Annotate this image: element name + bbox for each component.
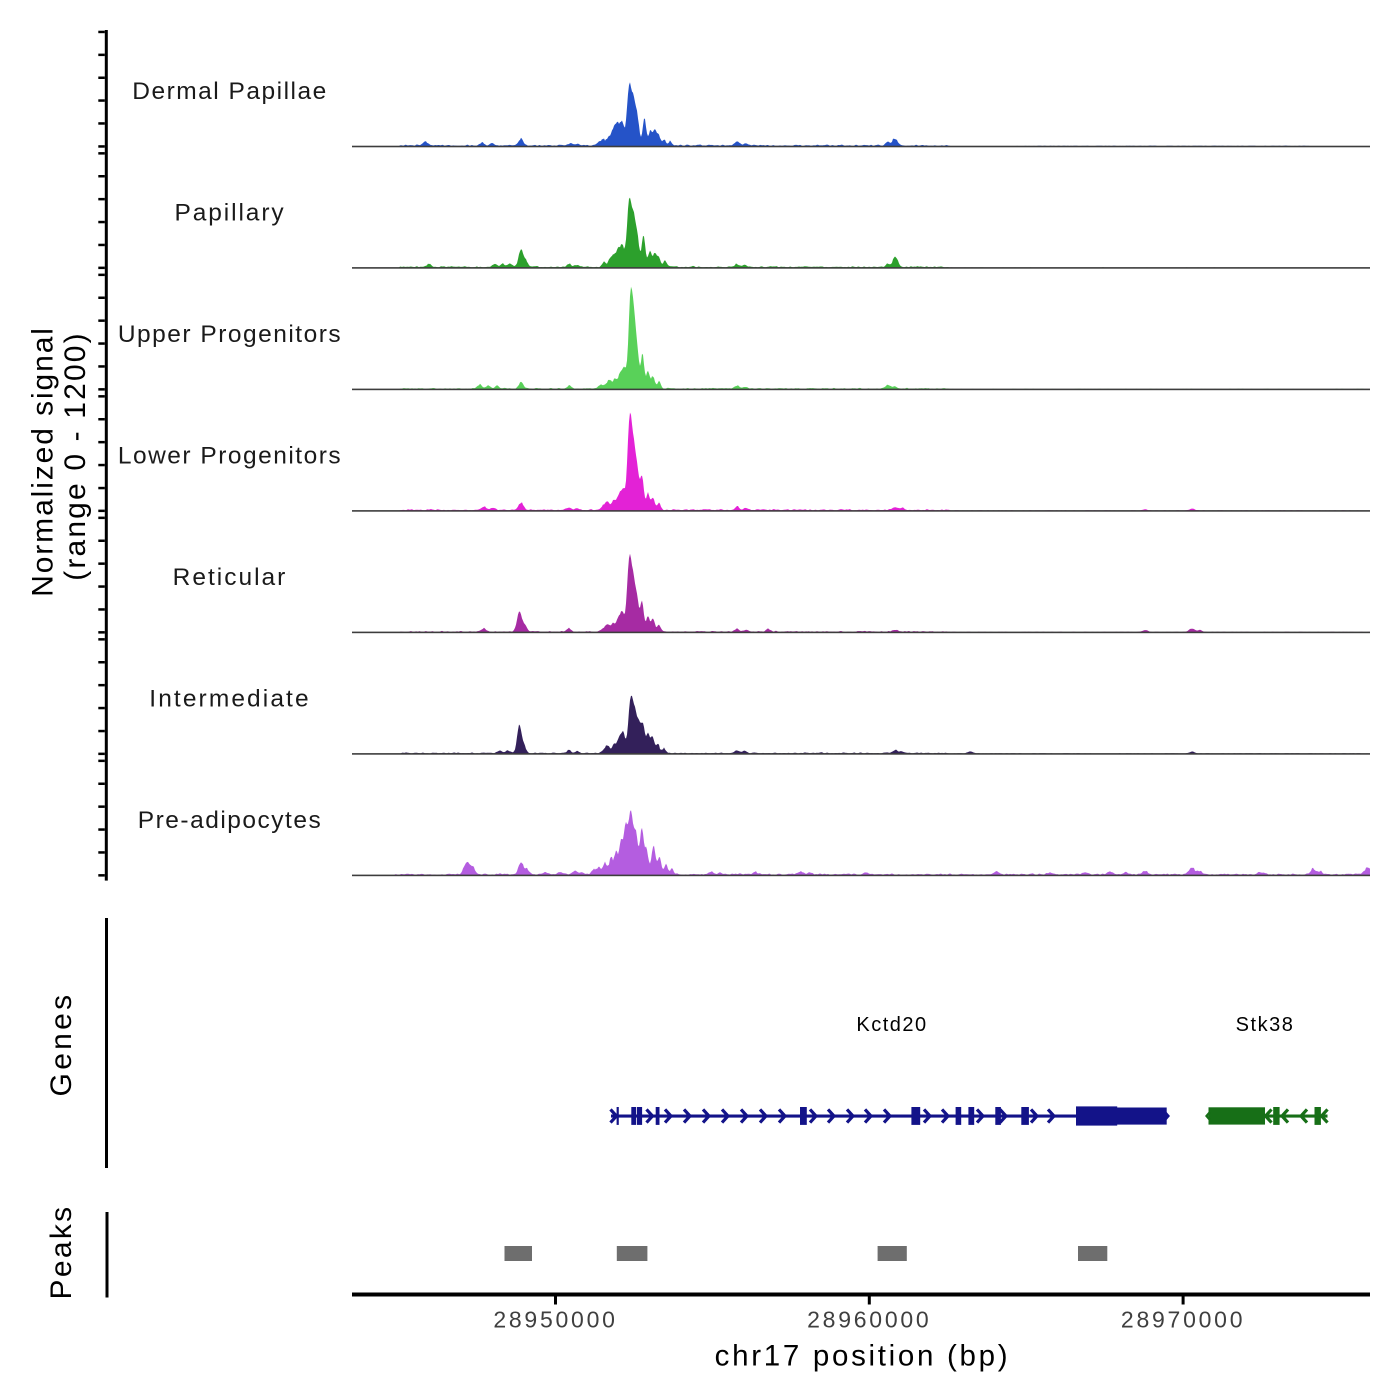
svg-text:28970000: 28970000 [1121, 1307, 1245, 1333]
svg-text:chr17 position (bp): chr17 position (bp) [715, 1340, 1011, 1373]
svg-text:Normalized signal: Normalized signal [27, 326, 60, 597]
svg-text:Lower Progenitors: Lower Progenitors [118, 442, 342, 469]
svg-text:(range 0 - 1200): (range 0 - 1200) [59, 331, 92, 581]
svg-text:Kctd20: Kctd20 [856, 1014, 927, 1036]
svg-text:Intermediate: Intermediate [149, 685, 310, 712]
svg-text:Pre-adipocytes: Pre-adipocytes [138, 807, 322, 834]
svg-text:Dermal Papillae: Dermal Papillae [132, 78, 327, 105]
svg-text:Papillary: Papillary [174, 199, 285, 226]
svg-text:Upper Progenitors: Upper Progenitors [118, 321, 342, 348]
svg-text:Reticular: Reticular [173, 564, 288, 591]
svg-text:28950000: 28950000 [493, 1307, 617, 1333]
svg-text:Peaks: Peaks [45, 1205, 78, 1300]
svg-text:28960000: 28960000 [807, 1307, 931, 1333]
svg-text:Genes: Genes [45, 992, 78, 1097]
svg-text:Stk38: Stk38 [1236, 1014, 1295, 1036]
